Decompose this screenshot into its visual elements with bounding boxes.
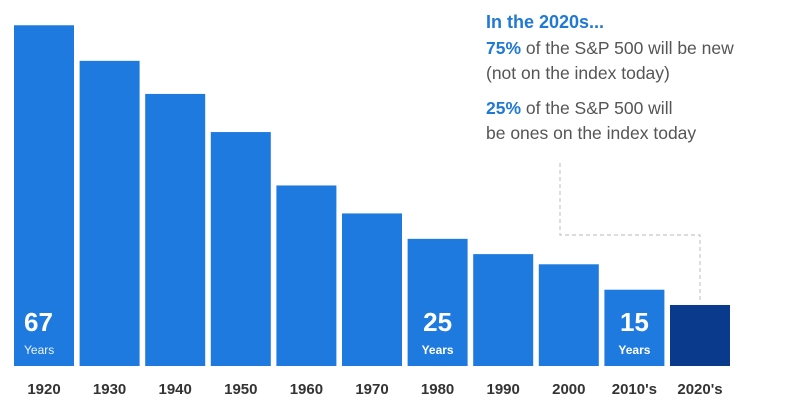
annotation-existing-share: 25% of the S&P 500 will be ones on the i… [486,96,798,146]
x-tick-2020-s: 2020's [677,381,722,398]
bar-1940 [145,93,206,367]
x-tick-1940: 1940 [159,381,192,398]
x-tick-1970: 1970 [355,381,388,398]
existing-share-text-cont: be ones on the index today [486,123,697,143]
bar-1980 [407,238,468,366]
x-tick-2010-s: 2010's [612,381,657,398]
bar-1960 [276,185,337,366]
x-tick-1950: 1950 [224,381,257,398]
bar-2020-s [670,304,730,366]
bar-value-label-2010-s: 15 [620,307,649,337]
annotation-connector-line [559,163,701,303]
new-share-text-cont: (not on the index today) [486,63,670,83]
x-tick-1920: 1920 [27,381,60,398]
bar-unit-label-2010-s: Years [618,343,650,357]
bar-1970 [342,213,402,366]
bar-1920 [14,25,74,367]
x-tick-1960: 1960 [290,381,323,398]
x-tick-1980: 1980 [421,381,454,398]
x-tick-1930: 1930 [93,381,126,398]
bar-unit-label-1980: Years [422,343,454,357]
existing-share-text: of the S&P 500 will [521,98,673,118]
annotation-new-share: 75% of the S&P 500 will be new (not on t… [486,36,798,86]
new-share-text: of the S&P 500 will be new [521,38,734,58]
annotation-heading: In the 2020s... [486,12,605,32]
bar-value-label-1980: 25 [423,307,452,337]
bar-unit-label-1920: Years [24,343,54,357]
x-tick-1990: 1990 [487,381,520,398]
bar-2010-s [604,289,665,366]
annotation-callout: In the 2020s... 75% of the S&P 500 will … [486,10,798,146]
bar-1990 [473,254,534,366]
bar-value-label-1920: 67 [24,307,53,337]
bar-1950 [210,132,271,366]
existing-share-percent: 25% [486,98,522,118]
bar-2000 [538,264,599,366]
bar-1930 [79,60,140,366]
new-share-percent: 75% [486,38,522,58]
x-tick-2000: 2000 [552,381,585,398]
